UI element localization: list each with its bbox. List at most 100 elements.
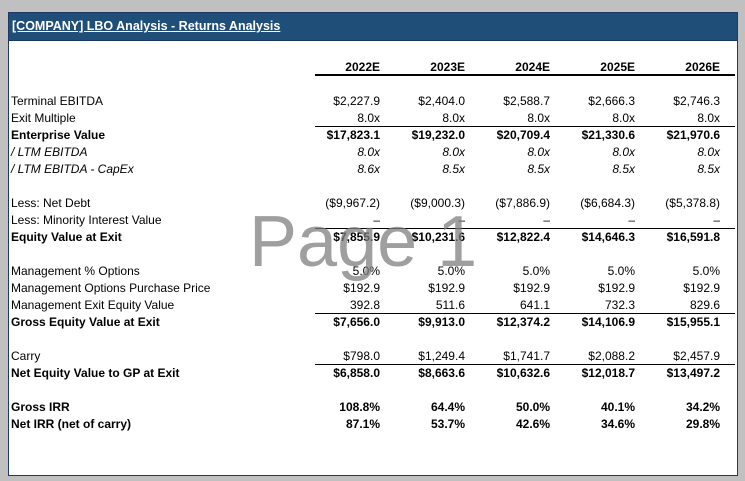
row-label: Exit Multiple bbox=[11, 111, 76, 125]
cell[interactable]: 511.6 bbox=[435, 298, 465, 312]
cell[interactable]: 53.7% bbox=[430, 417, 465, 431]
cell[interactable]: 8.0x bbox=[527, 111, 550, 125]
cell[interactable]: $10,632.6 bbox=[496, 366, 550, 380]
cell[interactable]: 29.8% bbox=[685, 417, 720, 431]
cell[interactable]: 8.0x bbox=[442, 145, 465, 159]
cell[interactable]: 8.0x bbox=[357, 111, 380, 125]
cell[interactable]: $6,858.0 bbox=[333, 366, 380, 380]
cell[interactable]: – bbox=[628, 213, 635, 227]
cell[interactable]: 5.0% bbox=[437, 264, 465, 278]
cell[interactable]: 40.1% bbox=[600, 400, 635, 414]
table-row-gross-equity-exit: Gross Equity Value at Exit $7,656.0 $9,9… bbox=[9, 314, 737, 331]
cell[interactable]: $15,955.1 bbox=[666, 315, 720, 329]
cell[interactable]: $20,709.4 bbox=[496, 128, 550, 142]
cell[interactable]: – bbox=[543, 213, 550, 227]
cell[interactable]: $192.9 bbox=[343, 281, 380, 295]
cell[interactable]: $12,822.4 bbox=[496, 230, 550, 244]
cell[interactable]: $21,970.6 bbox=[666, 128, 720, 142]
cell[interactable]: 64.4% bbox=[430, 400, 465, 414]
cell[interactable]: 829.6 bbox=[689, 298, 720, 312]
cell[interactable]: $1,741.7 bbox=[503, 349, 550, 363]
cell[interactable]: 392.8 bbox=[349, 298, 380, 312]
cell[interactable]: 8.0x bbox=[697, 145, 720, 159]
cell[interactable]: $17,823.1 bbox=[326, 128, 380, 142]
year-header-2: 2024E bbox=[515, 60, 550, 74]
table-row-minority-interest: Less: Minority Interest Value – – – – – bbox=[9, 212, 737, 229]
cell[interactable]: $192.9 bbox=[683, 281, 720, 295]
row-label: Gross Equity Value at Exit bbox=[11, 315, 160, 329]
cell[interactable]: 8.0x bbox=[612, 145, 635, 159]
cell[interactable]: 50.0% bbox=[515, 400, 550, 414]
cell[interactable]: $192.9 bbox=[428, 281, 465, 295]
row-label: Net Equity Value to GP at Exit bbox=[11, 366, 180, 380]
table-row-exit-multiple: Exit Multiple 8.0x 8.0x 8.0x 8.0x 8.0x bbox=[9, 110, 737, 127]
cell[interactable]: $13,497.2 bbox=[666, 366, 720, 380]
cell[interactable]: $10,231.6 bbox=[411, 230, 465, 244]
cell[interactable]: $9,913.0 bbox=[418, 315, 465, 329]
cell[interactable]: 5.0% bbox=[692, 264, 720, 278]
cell[interactable]: ($5,378.8) bbox=[665, 196, 720, 210]
cell[interactable]: $2,404.0 bbox=[418, 94, 465, 108]
cell[interactable]: $21,330.6 bbox=[581, 128, 635, 142]
cell[interactable]: ($7,886.9) bbox=[495, 196, 550, 210]
year-header-0: 2022E bbox=[345, 60, 380, 74]
row-label: Less: Minority Interest Value bbox=[11, 213, 162, 227]
cell[interactable]: $1,249.4 bbox=[418, 349, 465, 363]
cell[interactable]: $16,591.8 bbox=[666, 230, 720, 244]
cell[interactable]: – bbox=[713, 213, 720, 227]
row-label: Terminal EBITDA bbox=[11, 94, 104, 108]
cell[interactable]: $2,588.7 bbox=[503, 94, 550, 108]
row-divider bbox=[315, 126, 735, 127]
cell[interactable]: 8.5x bbox=[697, 162, 720, 176]
row-label: Enterprise Value bbox=[11, 128, 106, 142]
cell[interactable]: ($6,684.3) bbox=[580, 196, 635, 210]
row-divider bbox=[315, 313, 735, 314]
cell[interactable]: $2,666.3 bbox=[588, 94, 635, 108]
cell[interactable]: $2,227.9 bbox=[333, 94, 380, 108]
table-row-mgmt-exit-equity: Management Exit Equity Value 392.8 511.6… bbox=[9, 297, 737, 314]
cell[interactable]: 87.1% bbox=[345, 417, 380, 431]
cell[interactable]: 8.5x bbox=[442, 162, 465, 176]
row-label: Equity Value at Exit bbox=[11, 230, 122, 244]
cell[interactable]: $2,746.3 bbox=[673, 94, 720, 108]
row-divider bbox=[315, 364, 735, 365]
cell[interactable]: 108.8% bbox=[339, 400, 380, 414]
table-row-ltm-ebitda-capex: / LTM EBITDA - CapEx 8.6x 8.5x 8.5x 8.5x… bbox=[9, 161, 737, 178]
cell[interactable]: 42.6% bbox=[515, 417, 550, 431]
cell[interactable]: 5.0% bbox=[522, 264, 550, 278]
cell[interactable]: $8,663.6 bbox=[418, 366, 465, 380]
cell[interactable]: 34.6% bbox=[600, 417, 635, 431]
cell[interactable]: $192.9 bbox=[598, 281, 635, 295]
cell[interactable]: – bbox=[373, 213, 380, 227]
cell[interactable]: 8.5x bbox=[527, 162, 550, 176]
cell[interactable]: $14,646.3 bbox=[581, 230, 635, 244]
cell[interactable]: $798.0 bbox=[343, 349, 380, 363]
cell[interactable]: 8.5x bbox=[612, 162, 635, 176]
cell[interactable]: $192.9 bbox=[513, 281, 550, 295]
cell[interactable]: 641.1 bbox=[519, 298, 550, 312]
cell[interactable]: 8.0x bbox=[527, 145, 550, 159]
cell[interactable]: 8.0x bbox=[357, 145, 380, 159]
table-row-mgmt-options-price: Management Options Purchase Price $192.9… bbox=[9, 280, 737, 297]
cell[interactable]: $7,656.0 bbox=[333, 315, 380, 329]
cell[interactable]: $14,106.9 bbox=[581, 315, 635, 329]
cell[interactable]: $12,374.2 bbox=[496, 315, 550, 329]
cell[interactable]: $7,855.9 bbox=[333, 230, 380, 244]
cell[interactable]: $2,088.2 bbox=[588, 349, 635, 363]
cell[interactable]: 8.0x bbox=[442, 111, 465, 125]
cell[interactable]: 34.2% bbox=[685, 400, 720, 414]
cell[interactable]: $19,232.0 bbox=[411, 128, 465, 142]
cell[interactable]: $12,018.7 bbox=[581, 366, 635, 380]
cell[interactable]: 8.0x bbox=[697, 111, 720, 125]
cell[interactable]: 8.6x bbox=[357, 162, 380, 176]
cell[interactable]: ($9,967.2) bbox=[325, 196, 380, 210]
sheet-title[interactable]: [COMPANY] LBO Analysis - Returns Analysi… bbox=[12, 19, 281, 33]
cell[interactable]: 732.3 bbox=[604, 298, 635, 312]
cell[interactable]: – bbox=[458, 213, 465, 227]
cell[interactable]: 5.0% bbox=[352, 264, 380, 278]
table-row-terminal-ebitda: Terminal EBITDA $2,227.9 $2,404.0 $2,588… bbox=[9, 93, 737, 110]
cell[interactable]: $2,457.9 bbox=[673, 349, 720, 363]
cell[interactable]: ($9,000.3) bbox=[410, 196, 465, 210]
cell[interactable]: 8.0x bbox=[612, 111, 635, 125]
cell[interactable]: 5.0% bbox=[607, 264, 635, 278]
